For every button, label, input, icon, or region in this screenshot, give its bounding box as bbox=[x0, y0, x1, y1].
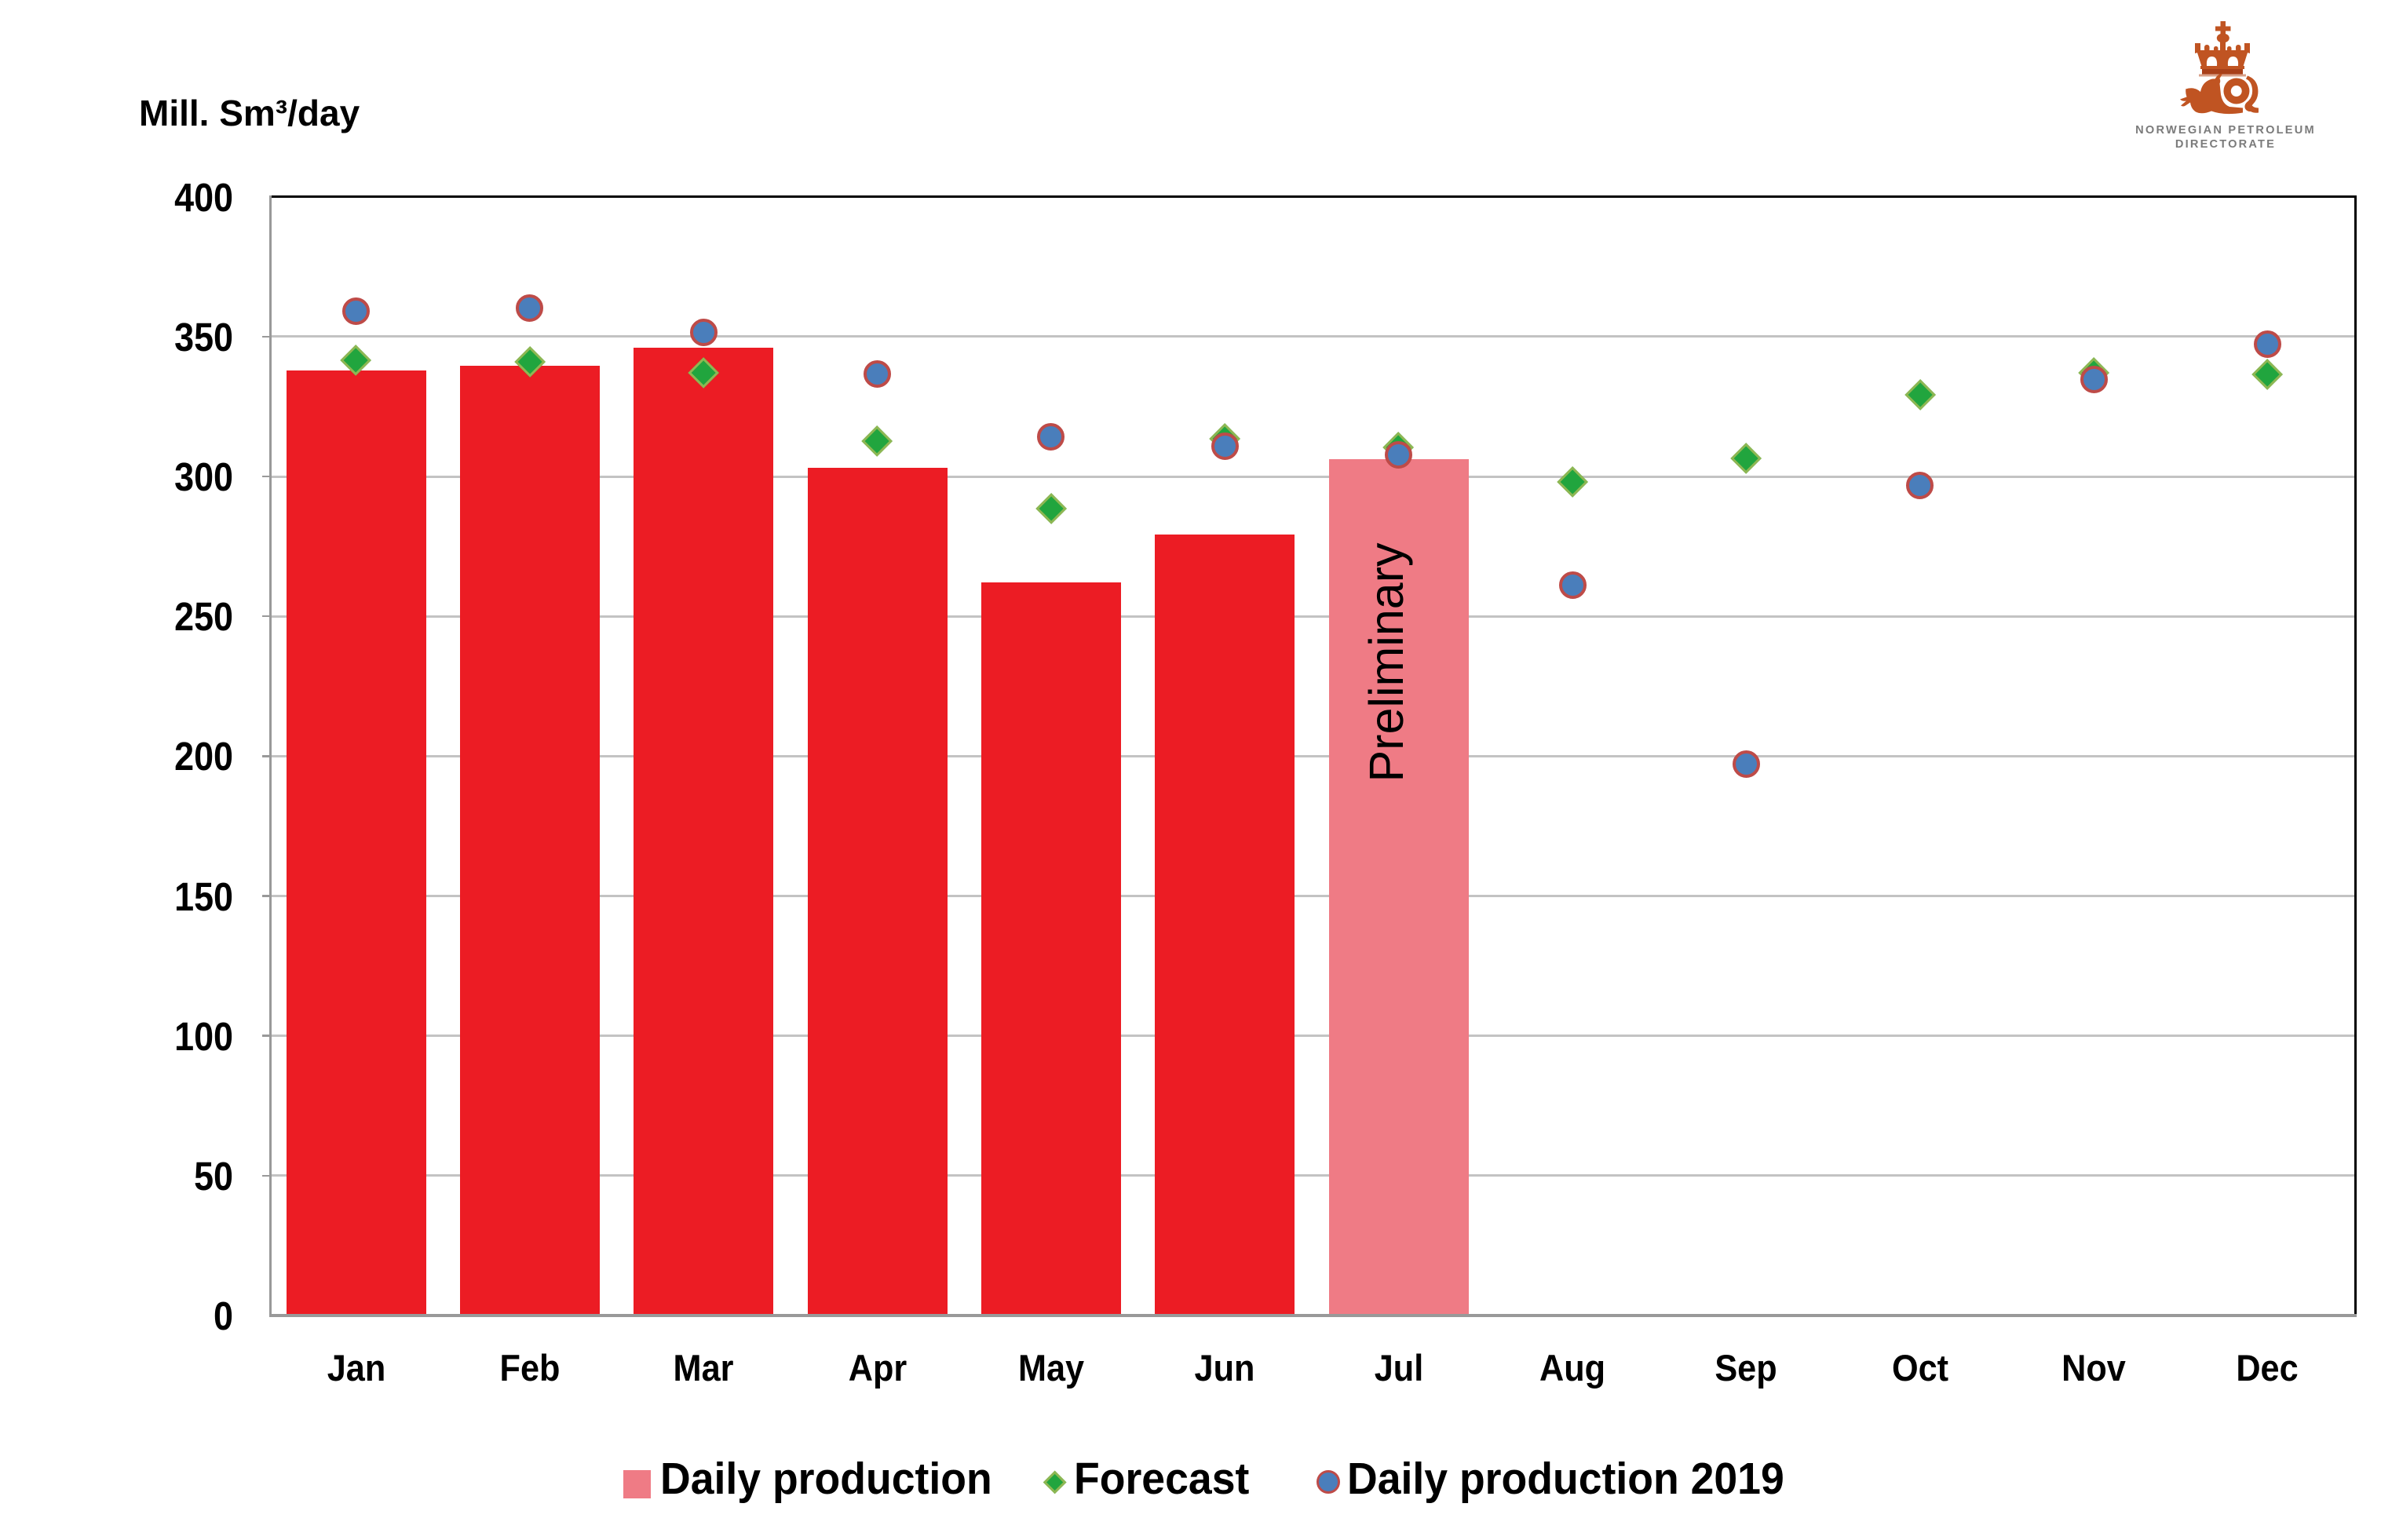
svg-text:DIRECTORATE: DIRECTORATE bbox=[2175, 138, 2276, 151]
svg-text:NORWEGIAN PETROLEUM: NORWEGIAN PETROLEUM bbox=[2135, 124, 2316, 137]
